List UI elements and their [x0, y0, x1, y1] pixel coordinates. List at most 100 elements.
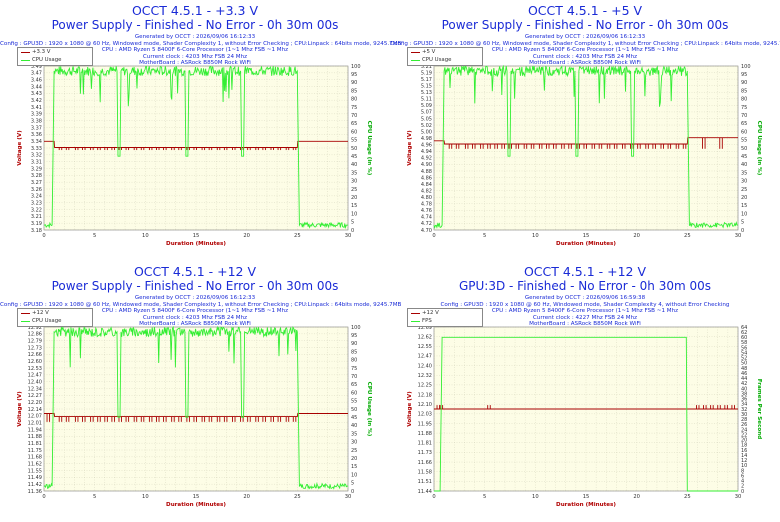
y-tick-label: 12.27 [28, 393, 42, 399]
y-tick-label: 3.29 [31, 166, 42, 172]
y-tick-label: 3.46 [31, 77, 42, 83]
chart-legend: +12 V CPU Usage [17, 308, 93, 327]
legend-label: CPU Usage [422, 57, 452, 63]
y-tick-label: 11.62 [28, 461, 42, 467]
legend-item: +12 V [18, 309, 92, 317]
y2-tick-label: 50 [351, 407, 357, 413]
y-tick-label: 3.27 [31, 180, 42, 186]
y-tick-label: 3.33 [31, 146, 42, 152]
y-tick-label: 12.55 [418, 344, 432, 350]
y-tick-label: 4.86 [421, 175, 432, 181]
info-line: MotherBoard : ASRock B850M Rock WiFi [529, 60, 641, 67]
y2-tick-label: 0 [351, 228, 354, 234]
y2-tick-label: 100 [351, 64, 361, 70]
y-axis-label: Voltage (V) [407, 391, 413, 427]
y2-tick-label: 22 [741, 432, 747, 438]
y2-tick-label: 75 [351, 105, 357, 111]
y-tick-label: 3.28 [31, 173, 42, 179]
legend-item: FPS [408, 317, 482, 325]
y-tick-label: 3.26 [31, 187, 42, 193]
y2-tick-label: 80 [351, 358, 357, 364]
info-line: Config : GPU3D : 1920 x 1080 @ 60 Hz, Wi… [0, 40, 402, 47]
y-tick-label: 3.31 [31, 159, 42, 165]
y2-axis-label: CPU Usage (in %) [366, 121, 372, 176]
y2-axis-label: Frames Per Second [756, 379, 762, 439]
info-line: MotherBoard : ASRock B850M Rock WiFi [139, 60, 251, 67]
y-tick-label: 3.49 [31, 64, 42, 70]
info-line: CPU : AMD Ryzen 5 8400F 6-Core Processor… [101, 308, 289, 315]
y-tick-label: 11.94 [28, 427, 42, 433]
legend-swatch [411, 320, 420, 322]
y2-tick-label: 54 [741, 350, 747, 356]
test-info: Generated by OCCT : 2026/09/06 16:12:33 C… [0, 295, 401, 328]
info-line: Generated by OCCT : 2026/09/06 16:59:38 [524, 295, 646, 301]
y-tick-label: 11.66 [418, 460, 432, 466]
y2-tick-label: 80 [351, 97, 357, 103]
y-tick-label: 3.39 [31, 112, 42, 118]
y2-tick-label: 5 [351, 481, 354, 487]
legend-label: CPU Usage [32, 57, 62, 63]
y2-tick-label: 15 [351, 464, 357, 470]
y2-tick-label: 16 [741, 448, 747, 454]
y-tick-label: 5.09 [421, 103, 432, 109]
y-tick-label: 11.49 [28, 475, 42, 481]
y-tick-label: 3.42 [31, 98, 42, 104]
info-line: Current clock : 4203 Mhz FSB 24 Mhz [142, 314, 248, 321]
legend-item: CPU Usage [18, 56, 92, 64]
legend-item: +12 V [408, 309, 482, 317]
y-tick-label: 12.18 [418, 392, 432, 398]
chart-legend: +5 V CPU Usage [407, 47, 483, 66]
info-line: MotherBoard : ASRock B850M Rock WiFi [529, 321, 641, 328]
info-line: Config : GPU3D : 1920 x 1080 @ 60 Hz, Wi… [440, 301, 730, 308]
y-tick-label: 12.62 [418, 334, 432, 340]
y2-tick-label: 40 [351, 423, 357, 429]
y2-tick-label: 95 [741, 72, 747, 78]
y2-tick-label: 20 [741, 195, 747, 201]
y2-tick-label: 20 [741, 438, 747, 444]
x-tick-label: 5 [93, 233, 96, 239]
legend-swatch [411, 312, 420, 314]
test-info: Generated by OCCT : 2026/09/06 16:59:38 C… [390, 295, 780, 328]
y-tick-label: 12.47 [418, 354, 432, 360]
y2-tick-label: 0 [351, 489, 354, 495]
y2-tick-label: 60 [741, 335, 747, 341]
y-tick-label: 11.81 [28, 441, 42, 447]
y2-tick-label: 15 [351, 203, 357, 209]
y-axis-label: Voltage (V) [17, 130, 23, 166]
y-tick-label: 3.43 [31, 91, 42, 97]
y2-tick-label: 100 [351, 325, 361, 331]
y2-tick-label: 35 [741, 170, 747, 176]
legend-label: +5 V [422, 49, 436, 55]
chart-subtitle: Power Supply - Finished - No Error - 0h … [51, 279, 339, 293]
y-tick-label: 4.96 [421, 143, 432, 149]
x-tick-label: 5 [483, 233, 486, 239]
y2-tick-label: 40 [741, 162, 747, 168]
chart-subtitle: Power Supply - Finished - No Error - 0h … [51, 18, 339, 32]
y2-tick-label: 44 [741, 376, 747, 382]
x-tick-label: 30 [735, 233, 742, 239]
y-tick-label: 5.15 [421, 83, 432, 89]
x-tick-label: 30 [735, 494, 742, 500]
y2-tick-label: 40 [351, 162, 357, 168]
info-line: Config : GPU3D : 1920 x 1080 @ 60 Hz, Wi… [390, 40, 780, 47]
x-tick-label: 25 [684, 233, 691, 239]
y2-tick-label: 45 [741, 154, 747, 160]
chart-legend: +3.3 V CPU Usage [17, 47, 93, 66]
info-line: CPU : AMD Ryzen 5 8400F 6-Core Processor… [101, 47, 289, 54]
y-tick-label: 4.80 [421, 195, 432, 201]
x-tick-label: 20 [633, 494, 640, 500]
y2-tick-label: 35 [351, 170, 357, 176]
x-tick-label: 0 [432, 233, 435, 239]
info-line: Generated by OCCT : 2026/09/06 16:12:33 [134, 34, 256, 40]
y2-tick-label: 50 [741, 361, 747, 367]
legend-label: +12 V [32, 310, 49, 316]
y-tick-label: 12.40 [28, 379, 42, 385]
chart-subtitle: Power Supply - Finished - No Error - 0h … [441, 18, 729, 32]
y-tick-label: 12.92 [28, 325, 42, 331]
info-line: Generated by OCCT : 2026/09/06 16:12:33 [524, 34, 646, 40]
y2-tick-label: 55 [351, 399, 357, 405]
y-tick-label: 12.20 [28, 400, 42, 406]
y-tick-label: 11.88 [418, 431, 432, 437]
legend-swatch [21, 51, 30, 53]
y-tick-label: 4.90 [421, 162, 432, 168]
